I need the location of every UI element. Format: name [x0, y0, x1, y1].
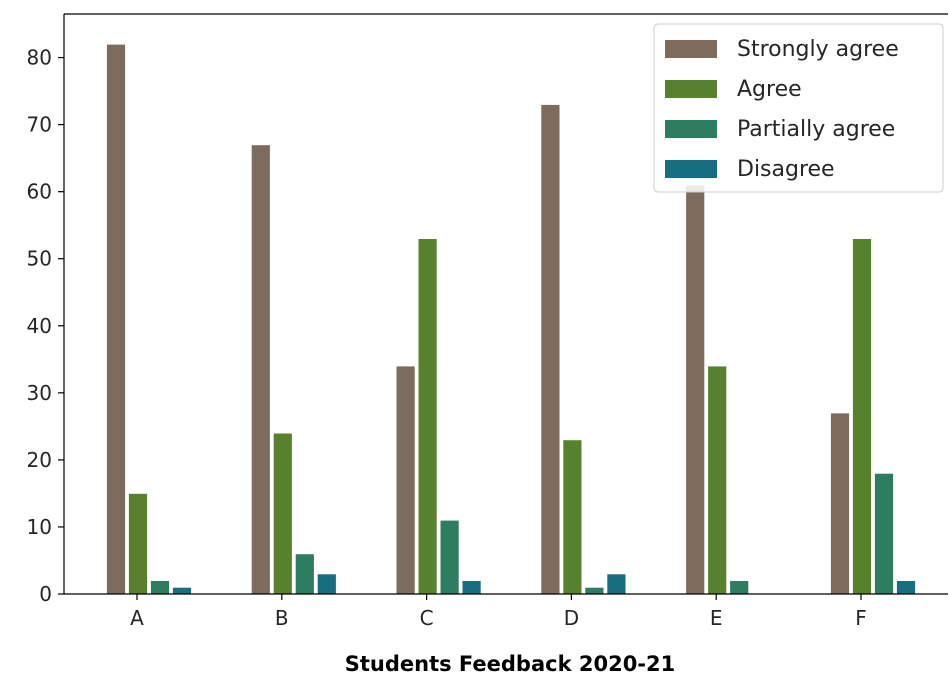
legend-label: Agree [737, 77, 802, 102]
bars-group [106, 43, 916, 595]
x-tick-label: D [564, 606, 579, 630]
bar-B-agree [272, 432, 293, 595]
bar-F-strongly-agree [830, 412, 850, 595]
bar-C-strongly-agree [395, 365, 416, 595]
y-tick-label: 80 [27, 46, 52, 70]
axes-group [63, 13, 948, 595]
legend-label: Disagree [737, 157, 835, 182]
bar-B-strongly-agree [250, 144, 271, 595]
legend: Strongly agree Agree Partially agree Disagr… [653, 23, 944, 193]
y-tick-label: 20 [27, 448, 52, 472]
y-ticks-group: 0 10 20 30 40 50 60 70 80 [27, 46, 64, 606]
bar-F-partially-agree [874, 472, 894, 595]
x-tick-label: B [275, 606, 289, 630]
bar-E-agree [707, 365, 728, 595]
y-tick-label: 40 [27, 314, 52, 338]
bar-C-disagree [461, 580, 482, 595]
bar-D-agree [562, 439, 583, 595]
y-tick-label: 70 [27, 113, 52, 137]
legend-swatch-disagree [665, 160, 717, 178]
x-tick-label: C [420, 606, 434, 630]
y-tick-label: 30 [27, 381, 52, 405]
bar-D-disagree [606, 573, 627, 595]
bar-F-agree [852, 238, 872, 595]
legend-swatch-agree [665, 80, 717, 98]
bar-A-strongly-agree [106, 43, 126, 595]
legend-swatch-strongly-agree [665, 40, 717, 58]
bar-E-partially-agree [729, 580, 750, 595]
y-tick-label: 50 [27, 247, 52, 271]
y-tick-label: 60 [27, 180, 52, 204]
legend-swatch-partially-agree [665, 120, 717, 138]
y-tick-label: 10 [27, 515, 52, 539]
x-axis-label: Students Feedback 2020-21 [345, 652, 676, 676]
bar-C-partially-agree [439, 519, 460, 595]
x-ticks-group: A B C D E F [130, 594, 867, 630]
bar-E-strongly-agree [685, 184, 706, 595]
y-tick-label: 0 [39, 582, 52, 606]
bar-B-partially-agree [294, 553, 315, 595]
legend-label: Partially agree [737, 117, 895, 142]
bar-F-disagree [896, 580, 916, 595]
bar-D-strongly-agree [540, 104, 561, 595]
legend-frame [653, 23, 944, 193]
bar-B-disagree [316, 573, 337, 595]
bar-D-partially-agree [584, 586, 605, 595]
x-tick-label: E [710, 606, 723, 630]
x-tick-label: F [855, 606, 867, 630]
bar-A-partially-agree [150, 580, 170, 595]
bar-C-agree [417, 238, 438, 595]
bar-A-agree [128, 492, 148, 595]
legend-label: Strongly agree [737, 37, 899, 62]
bar-A-disagree [172, 586, 192, 595]
x-tick-label: A [130, 606, 144, 630]
